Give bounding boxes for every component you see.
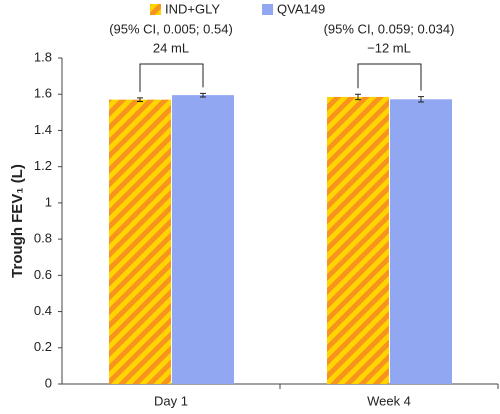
annotation-ci: (95% CI, 0.005; 0.54) xyxy=(109,21,233,36)
y-tick-label: 0.2 xyxy=(34,339,52,354)
bar xyxy=(390,99,452,384)
bar xyxy=(109,99,171,385)
y-tick-label: 0.6 xyxy=(34,267,52,282)
annotation-diff: −12 mL xyxy=(367,40,411,55)
y-tick-label: 0.4 xyxy=(34,303,52,318)
error-bar xyxy=(355,93,361,101)
error-bar xyxy=(418,96,424,103)
x-tick-label: Week 4 xyxy=(367,393,411,408)
annotation-ci: (95% CI, 0.059; 0.034) xyxy=(324,21,455,36)
y-tick-label: 0 xyxy=(45,375,52,390)
bar xyxy=(172,95,234,384)
bracket xyxy=(139,63,204,92)
x-tick-label: Day 1 xyxy=(154,393,188,408)
bar xyxy=(327,96,389,384)
legend-swatch xyxy=(262,4,274,15)
y-tick-label: 1.2 xyxy=(34,158,52,173)
legend-label: IND+GLY xyxy=(165,1,220,16)
bracket xyxy=(357,63,422,91)
legend-swatch xyxy=(150,4,161,15)
y-tick-label: 1 xyxy=(45,194,52,209)
annotation-diff: 24 mL xyxy=(153,40,189,55)
y-tick-label: 1.4 xyxy=(34,122,52,137)
error-bar xyxy=(200,92,206,98)
legend-label: QVA149 xyxy=(277,1,325,16)
error-bar xyxy=(137,97,143,102)
y-tick-label: 1.6 xyxy=(34,86,52,101)
y-tick-label: 0.8 xyxy=(34,231,52,246)
y-axis-label: Trough FEV₁ (L) xyxy=(9,164,26,278)
y-tick-label: 1.8 xyxy=(34,49,52,64)
